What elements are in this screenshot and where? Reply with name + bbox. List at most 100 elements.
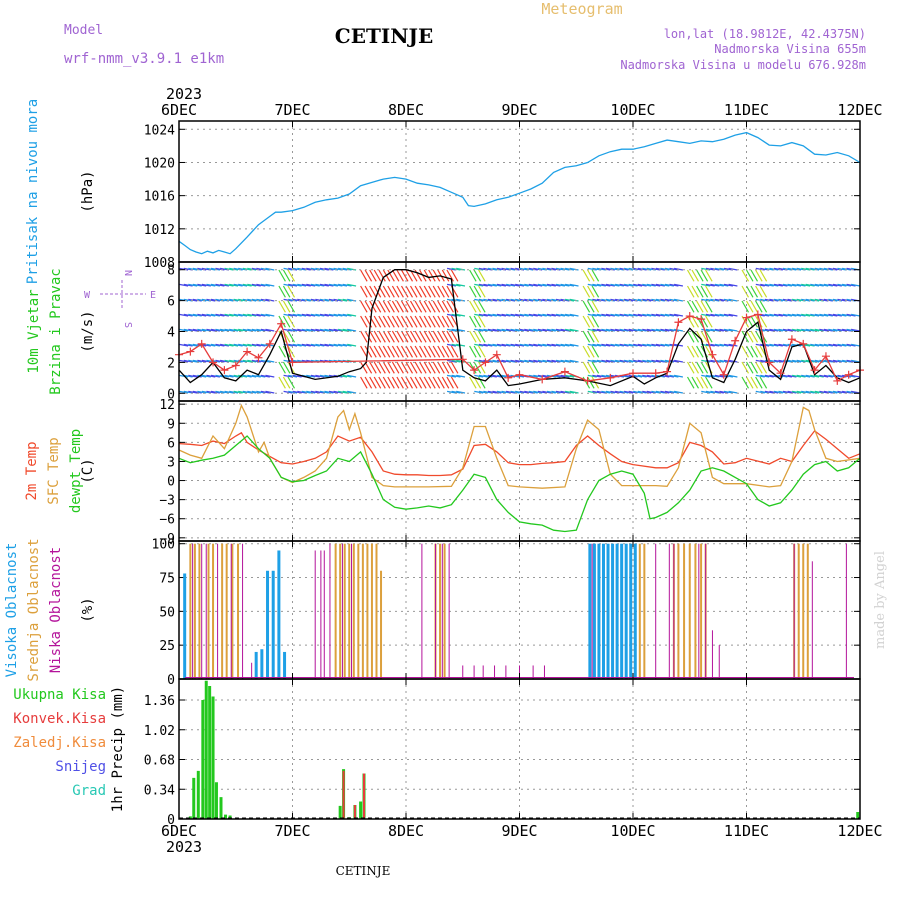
wind-arrow	[292, 313, 302, 317]
wind-arrow	[282, 285, 291, 298]
wind-arrow	[278, 315, 286, 328]
wind-arrow	[283, 267, 293, 271]
wind-arrow	[519, 313, 529, 317]
wind-arrow	[347, 390, 357, 394]
wind-arrow	[764, 328, 774, 332]
wind-arrow	[801, 313, 811, 317]
wind-arrow	[360, 376, 368, 389]
wind-arrow	[605, 313, 615, 317]
wind-arrow	[233, 359, 243, 363]
y-tick-label: 6	[167, 436, 175, 451]
wind-arrow	[655, 313, 665, 317]
wind-arrow	[229, 359, 239, 363]
wind-arrow	[764, 343, 774, 347]
wind-arrow	[233, 390, 243, 394]
wind-arrow	[569, 359, 579, 363]
bar-cloud_mid	[797, 543, 800, 679]
wind-arrow	[382, 330, 391, 343]
wind-arrow	[409, 315, 418, 328]
wind-arrow	[642, 313, 652, 317]
panel-pressure: 1008 1012 1016 1020 1024 Pritisak na nivou mo…	[25, 99, 861, 284]
wind-arrow	[364, 345, 373, 358]
wind-arrow	[664, 374, 675, 378]
gust-marker	[844, 370, 853, 379]
wind-arrow	[260, 313, 270, 317]
wind-arrow	[819, 298, 829, 302]
wind-arrow	[364, 376, 373, 389]
wind-arrow	[342, 390, 352, 394]
wind-arrow	[297, 267, 307, 271]
wind-arrow	[301, 328, 311, 332]
wind-arrow	[242, 359, 252, 363]
wind-arrow	[587, 315, 595, 328]
wind-arrow	[387, 345, 395, 358]
wind-arrow	[814, 343, 824, 347]
bar-cloud_low	[242, 543, 244, 679]
wind-arrow	[387, 269, 395, 282]
wind-arrow	[769, 390, 779, 394]
bar-precip_total	[196, 770, 200, 819]
wind-arrow	[564, 267, 575, 271]
wind-arrow	[292, 390, 302, 394]
wind-arrow	[432, 315, 441, 328]
wind-arrow	[409, 361, 418, 374]
wind-arrow	[437, 376, 445, 389]
wind-arrow	[605, 328, 615, 332]
wind-arrow	[778, 359, 788, 363]
wind-arrow	[378, 330, 386, 343]
wind-arrow	[623, 267, 634, 271]
wind-arrow	[623, 283, 634, 287]
wind-arrow	[755, 390, 765, 394]
wind-arrow	[741, 345, 750, 358]
wind-arrow	[201, 343, 211, 347]
wind-arrow	[183, 343, 193, 347]
wind-arrow	[701, 283, 711, 287]
y-tick-label: 25	[159, 639, 175, 654]
wind-arrow	[405, 345, 414, 358]
wind-arrow	[710, 267, 720, 271]
wind-arrow	[691, 315, 700, 328]
precip-legend-label: Snijeg	[55, 759, 106, 775]
panel-unit: 1hr Precip (mm)	[110, 686, 126, 812]
y-tick-label: 1012	[144, 223, 175, 238]
wind-arrow	[419, 330, 427, 343]
wind-arrow	[474, 313, 484, 317]
wind-arrow	[188, 374, 198, 378]
bar-cloud_high	[283, 651, 287, 679]
x-tick-label-bottom: 10DEC	[610, 822, 655, 840]
wind-arrow	[342, 374, 352, 378]
wind-arrow	[247, 343, 257, 347]
wind-arrow	[206, 374, 216, 378]
wind-arrow	[524, 313, 534, 317]
wind-arrow	[197, 328, 207, 332]
wind-arrow	[183, 328, 193, 332]
wind-arrow	[342, 313, 352, 317]
wind-arrow	[778, 283, 788, 287]
wind-arrow	[587, 269, 595, 282]
wind-arrow	[787, 374, 797, 378]
wind-arrow	[555, 283, 566, 287]
wind-arrow	[446, 313, 457, 317]
gust-marker	[765, 358, 774, 367]
wind-arrow	[673, 283, 684, 287]
bar-cloud_high	[620, 543, 624, 679]
wind-arrow	[373, 361, 382, 374]
bar-precip_total	[856, 812, 860, 819]
wind-arrow	[496, 390, 507, 394]
wind-arrow	[623, 298, 634, 302]
y-tick-label: −3	[159, 494, 175, 509]
wind-arrow	[428, 361, 436, 374]
panel-label: SFC Temp	[46, 437, 62, 504]
y-tick-label: 2	[167, 356, 175, 371]
wind-arrow	[288, 328, 298, 332]
wind-arrow	[215, 359, 225, 363]
wind-arrow	[850, 313, 861, 317]
bar-cloud_mid	[366, 543, 369, 679]
wind-arrow	[710, 313, 720, 317]
y-tick-label: 1.36	[144, 694, 175, 709]
wind-arrow	[787, 313, 797, 317]
wind-arrow	[601, 343, 611, 347]
wind-arrow	[456, 374, 466, 378]
wind-arrow	[759, 269, 768, 282]
wind-arrow	[546, 328, 556, 332]
